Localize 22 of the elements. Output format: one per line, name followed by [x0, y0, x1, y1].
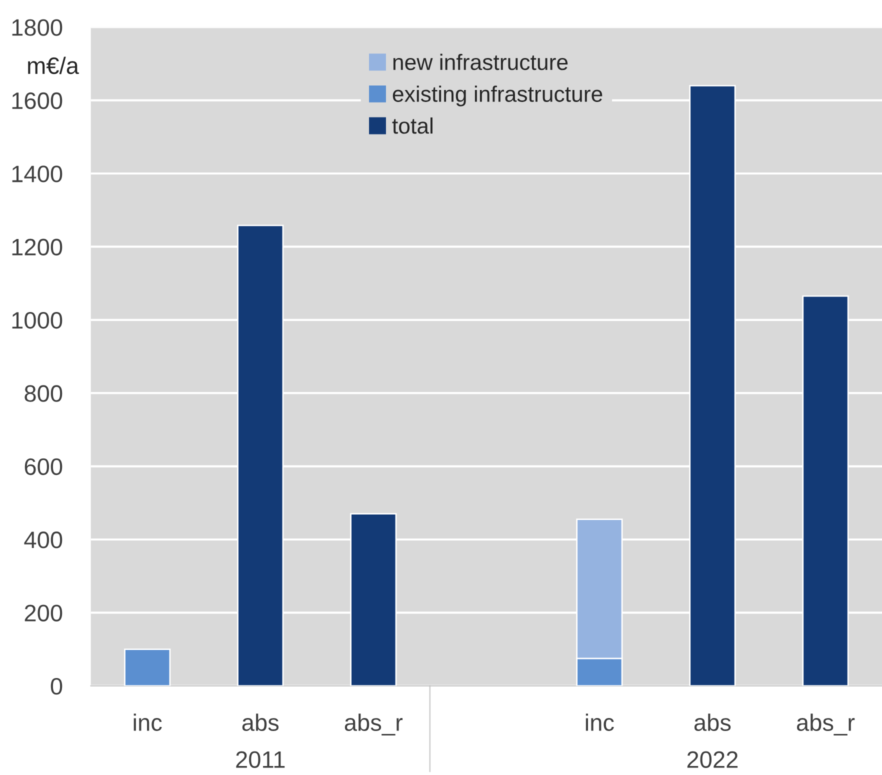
- x-tick-label: abs_r: [796, 714, 855, 736]
- text: 2011: [236, 751, 285, 768]
- y-tick-label: 1800: [12, 19, 62, 36]
- y-tick-label: 800: [24, 385, 62, 402]
- x-tick-label: abs: [694, 714, 731, 731]
- y-tick-label: 1200: [12, 238, 62, 256]
- y-tick-label: 1000: [12, 312, 62, 329]
- x-tick-label: abs_r: [344, 714, 403, 736]
- legend-label: existing infrastructure: [392, 86, 602, 106]
- x-tick-label: abs: [242, 714, 279, 731]
- x-tick-label: inc: [134, 714, 162, 731]
- y-tick-label: 400: [24, 532, 62, 548]
- y-tick-label: 1400: [12, 166, 62, 182]
- legend-label: total: [392, 117, 432, 134]
- legend-label: new infrastructure: [393, 54, 568, 70]
- y-tick-label: 0: [50, 678, 62, 695]
- text: 2022: [687, 751, 738, 768]
- x-tick-label: inc: [586, 714, 614, 731]
- y-tick-label: 200: [24, 604, 62, 622]
- y-tick-label: 1600: [12, 92, 62, 110]
- y-axis-title: m€/a: [28, 56, 79, 74]
- y-tick-label: 600: [24, 458, 62, 476]
